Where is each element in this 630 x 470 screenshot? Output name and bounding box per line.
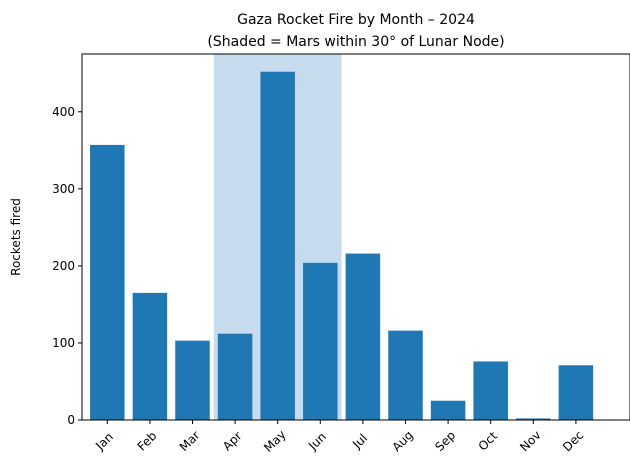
chart-title: Gaza Rocket Fire by Month – 2024 xyxy=(237,12,475,28)
x-axis-ticks: Jan Feb Mar Apr May Jun Jul Aug Sep Oct Nov Dec xyxy=(92,420,586,455)
bars xyxy=(90,71,594,420)
bar-jun xyxy=(303,262,338,420)
x-tick-label-dec: Dec xyxy=(560,428,586,454)
y-tick-label: 300 xyxy=(52,182,75,196)
bar-nov xyxy=(516,418,551,420)
bar-jul xyxy=(345,253,381,420)
bar-dec xyxy=(558,365,594,420)
y-tick-label: 400 xyxy=(52,105,75,119)
x-tick-label-jul: Jul xyxy=(349,431,370,452)
x-tick-label-feb: Feb xyxy=(135,429,160,454)
x-tick-label-jun: Jun xyxy=(305,430,329,454)
chart-subtitle: (Shaded = Mars within 30° of Lunar Node) xyxy=(207,34,504,50)
bar-oct xyxy=(473,361,508,420)
x-tick-label-jan: Jan xyxy=(92,430,116,454)
y-tick-label: 0 xyxy=(67,413,75,427)
y-axis-ticks: 0 100 200 300 400 xyxy=(52,105,82,427)
y-tick-label: 200 xyxy=(52,259,75,273)
bar-apr xyxy=(217,333,253,420)
bar-feb xyxy=(132,292,168,420)
x-tick-label-nov: Nov xyxy=(517,428,543,454)
x-tick-label-apr: Apr xyxy=(220,429,245,454)
y-tick-label: 100 xyxy=(52,336,75,350)
bar-sep xyxy=(430,400,466,420)
y-axis-label: Rockets fired xyxy=(9,198,23,276)
bar-may xyxy=(260,71,295,420)
x-tick-label-may: May xyxy=(261,427,288,454)
plot-frame xyxy=(81,53,630,421)
x-tick-label-mar: Mar xyxy=(177,428,203,454)
x-tick-label-aug: Aug xyxy=(389,428,415,454)
x-tick-label-sep: Sep xyxy=(432,428,458,454)
bar-mar xyxy=(175,340,210,420)
bar-jan xyxy=(90,144,125,420)
bar-aug xyxy=(388,330,423,420)
x-tick-label-oct: Oct xyxy=(476,429,501,454)
